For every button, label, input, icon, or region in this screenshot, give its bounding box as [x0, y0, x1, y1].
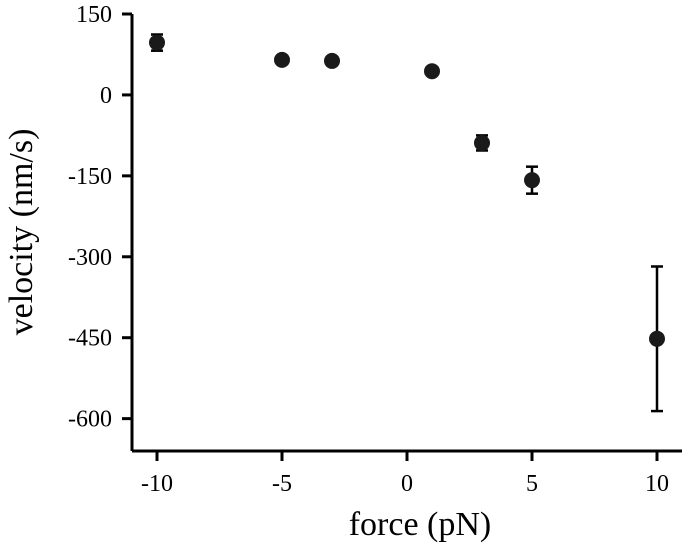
y-tick-label: 150 [76, 2, 112, 28]
x-tick-label: 0 [401, 471, 413, 497]
y-tick-label: 0 [100, 83, 112, 109]
y-axis-title: velocity (nm/s) [3, 129, 40, 336]
x-axis-title: force (pN) [349, 506, 492, 543]
y-tick-label: -600 [68, 407, 112, 433]
x-tick-label: 5 [526, 471, 538, 497]
error-bars [151, 33, 663, 413]
x-tick-label: -10 [141, 471, 173, 497]
data-point [149, 34, 165, 51]
data-point [424, 63, 440, 80]
y-tick-label: -150 [68, 164, 112, 190]
y-ticks: 150 0 -150 -300 -450 -600 [68, 2, 132, 433]
y-tick-label: -450 [68, 326, 112, 352]
y-tick-label: -300 [68, 245, 112, 271]
x-tick-label: 10 [645, 471, 669, 497]
x-tick-label: -5 [272, 471, 292, 497]
data-point [274, 51, 290, 68]
data-point [524, 172, 540, 189]
data-point [324, 52, 340, 69]
x-ticks: -10 -5 0 5 10 [141, 451, 669, 497]
data-point [474, 134, 490, 151]
data-points [149, 34, 665, 347]
data-point [649, 330, 665, 347]
